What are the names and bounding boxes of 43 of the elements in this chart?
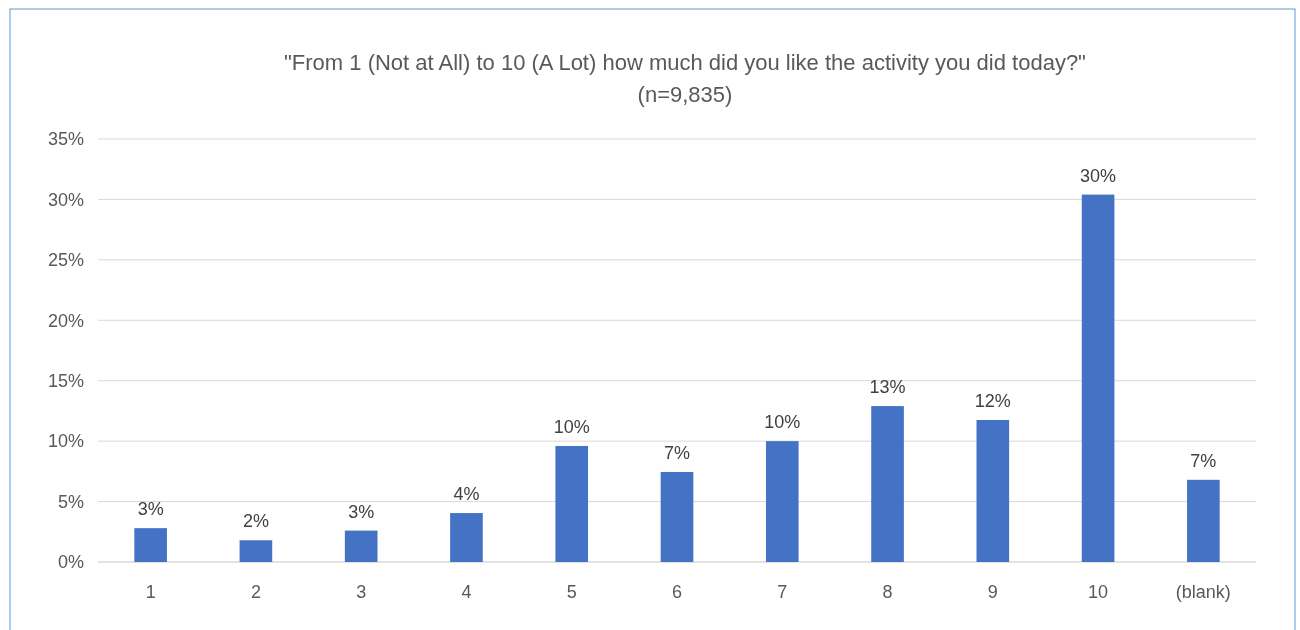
y-tick-label: 25% [47, 250, 84, 271]
data-label: 7% [1190, 450, 1217, 471]
x-tick-label: 4 [461, 582, 472, 602]
data-label: 2% [242, 511, 269, 532]
x-tick-label: 1 [145, 582, 156, 602]
data-label: 13% [869, 377, 906, 398]
bar [660, 471, 694, 562]
x-tick-label: 6 [671, 582, 683, 602]
x-tick-label: 7 [777, 582, 788, 602]
y-tick-label: 5% [57, 491, 84, 512]
bar [450, 513, 483, 562]
bar [871, 406, 904, 562]
x-tick-label: 2 [250, 582, 261, 602]
x-tick-label: 5 [566, 582, 577, 602]
data-label: 3% [348, 501, 375, 522]
data-label: 7% [663, 442, 691, 463]
data-label: 3% [137, 499, 164, 520]
y-tick-label: 30% [47, 189, 84, 210]
chart-title: "From 1 (Not at All) to 10 (A Lot) how much did you like the activity you did today?" [284, 50, 1086, 75]
bar [239, 540, 273, 562]
x-tick-label: 9 [987, 582, 998, 602]
x-tick-label: 8 [882, 582, 893, 602]
data-label: 10% [764, 412, 801, 433]
y-tick-label: 15% [47, 371, 84, 392]
data-label: 4% [453, 484, 480, 505]
chart-subtitle: (n=9,835) [637, 82, 733, 107]
bar [765, 441, 799, 562]
bar [344, 530, 378, 562]
bar [976, 419, 1010, 562]
x-tick-label: (blank) [1175, 582, 1231, 602]
y-tick-label: 20% [47, 310, 84, 331]
data-label: 30% [1080, 165, 1117, 186]
data-label: 12% [974, 390, 1011, 411]
x-tick-label: 10 [1088, 582, 1109, 602]
y-tick-label: 0% [57, 552, 84, 573]
bar [1187, 479, 1220, 562]
y-tick-label: 35% [47, 129, 84, 150]
x-tick-label: 3 [356, 582, 367, 602]
bar [1081, 194, 1115, 562]
bar [134, 528, 167, 562]
bar [555, 445, 589, 562]
y-tick-label: 10% [47, 431, 84, 452]
data-label: 10% [553, 416, 590, 437]
